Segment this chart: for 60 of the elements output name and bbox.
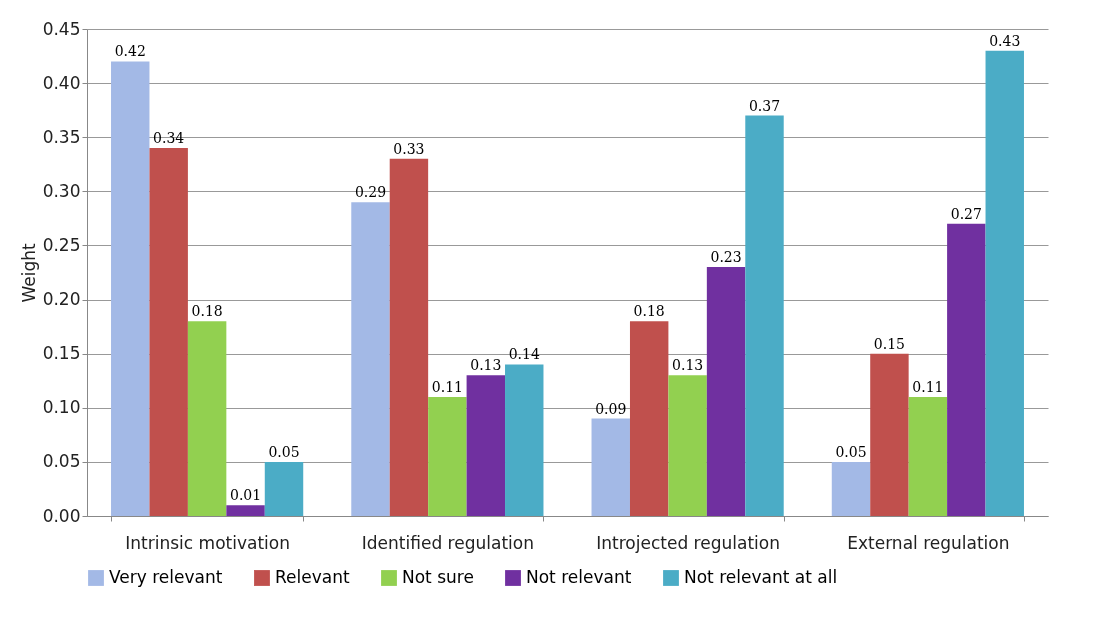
y-tick-label: 0.30 [42, 180, 81, 201]
data-label: 0.05 [835, 443, 867, 460]
data-label: 0.14 [508, 346, 540, 363]
bar [908, 396, 948, 516]
data-label: 0.09 [595, 400, 627, 417]
data-label: 0.37 [748, 97, 781, 114]
bar [389, 158, 429, 516]
bar [226, 505, 265, 516]
bar [428, 396, 467, 516]
x-tick-label: Intrinsic motivation [125, 532, 290, 553]
legend-label: Not sure [402, 567, 474, 587]
bar [947, 223, 986, 516]
y-tick-label: 0.00 [42, 505, 81, 526]
bar [111, 61, 150, 516]
data-label: 0.27 [950, 205, 982, 222]
bar [187, 321, 227, 516]
bar [264, 461, 304, 516]
data-label: 0.01 [229, 487, 262, 504]
data-label: 0.33 [393, 140, 425, 157]
bar [985, 50, 1024, 516]
legend-label: Not relevant [526, 567, 632, 587]
legend-label: Not relevant at all [684, 567, 838, 587]
data-label: 0.18 [191, 303, 223, 320]
data-label: 0.11 [912, 378, 944, 395]
y-tick-label: 0.35 [42, 126, 81, 147]
data-label: 0.13 [672, 357, 704, 374]
bar [351, 202, 390, 516]
y-tick-label: 0.40 [42, 72, 81, 93]
y-tick-label: 0.05 [42, 451, 81, 472]
bar [870, 353, 909, 516]
y-tick-label: 0.15 [42, 343, 81, 364]
x-tick-label: Introjected regulation [596, 532, 780, 553]
bar [149, 148, 188, 516]
bar [706, 267, 746, 516]
y-axis-title: Weight [18, 243, 39, 303]
data-label: 0.15 [873, 335, 906, 352]
data-label: 0.11 [431, 378, 463, 395]
bar [831, 461, 871, 516]
bar [505, 364, 544, 516]
y-tick-label: 0.20 [42, 289, 81, 310]
y-tick-label: 0.45 [42, 18, 81, 39]
data-label: 0.43 [989, 32, 1021, 49]
data-label: 0.42 [114, 43, 146, 60]
data-label: 0.29 [354, 184, 387, 201]
data-label: 0.05 [268, 443, 300, 460]
data-label: 0.13 [470, 357, 502, 374]
x-tick-label: Identified regulation [361, 532, 534, 553]
data-label: 0.34 [153, 130, 185, 147]
data-label: 0.23 [710, 249, 742, 266]
bar [591, 418, 630, 516]
y-tick-label: 0.25 [42, 234, 81, 255]
legend-label: Relevant [275, 567, 350, 587]
bar [629, 321, 669, 516]
y-tick-label: 0.10 [42, 397, 81, 418]
data-label: 0.18 [633, 303, 665, 320]
bar [466, 375, 506, 516]
x-tick-label: External regulation [847, 532, 1010, 553]
bar [745, 115, 784, 516]
bar [668, 375, 707, 516]
legend-label: Very relevant [109, 567, 223, 587]
